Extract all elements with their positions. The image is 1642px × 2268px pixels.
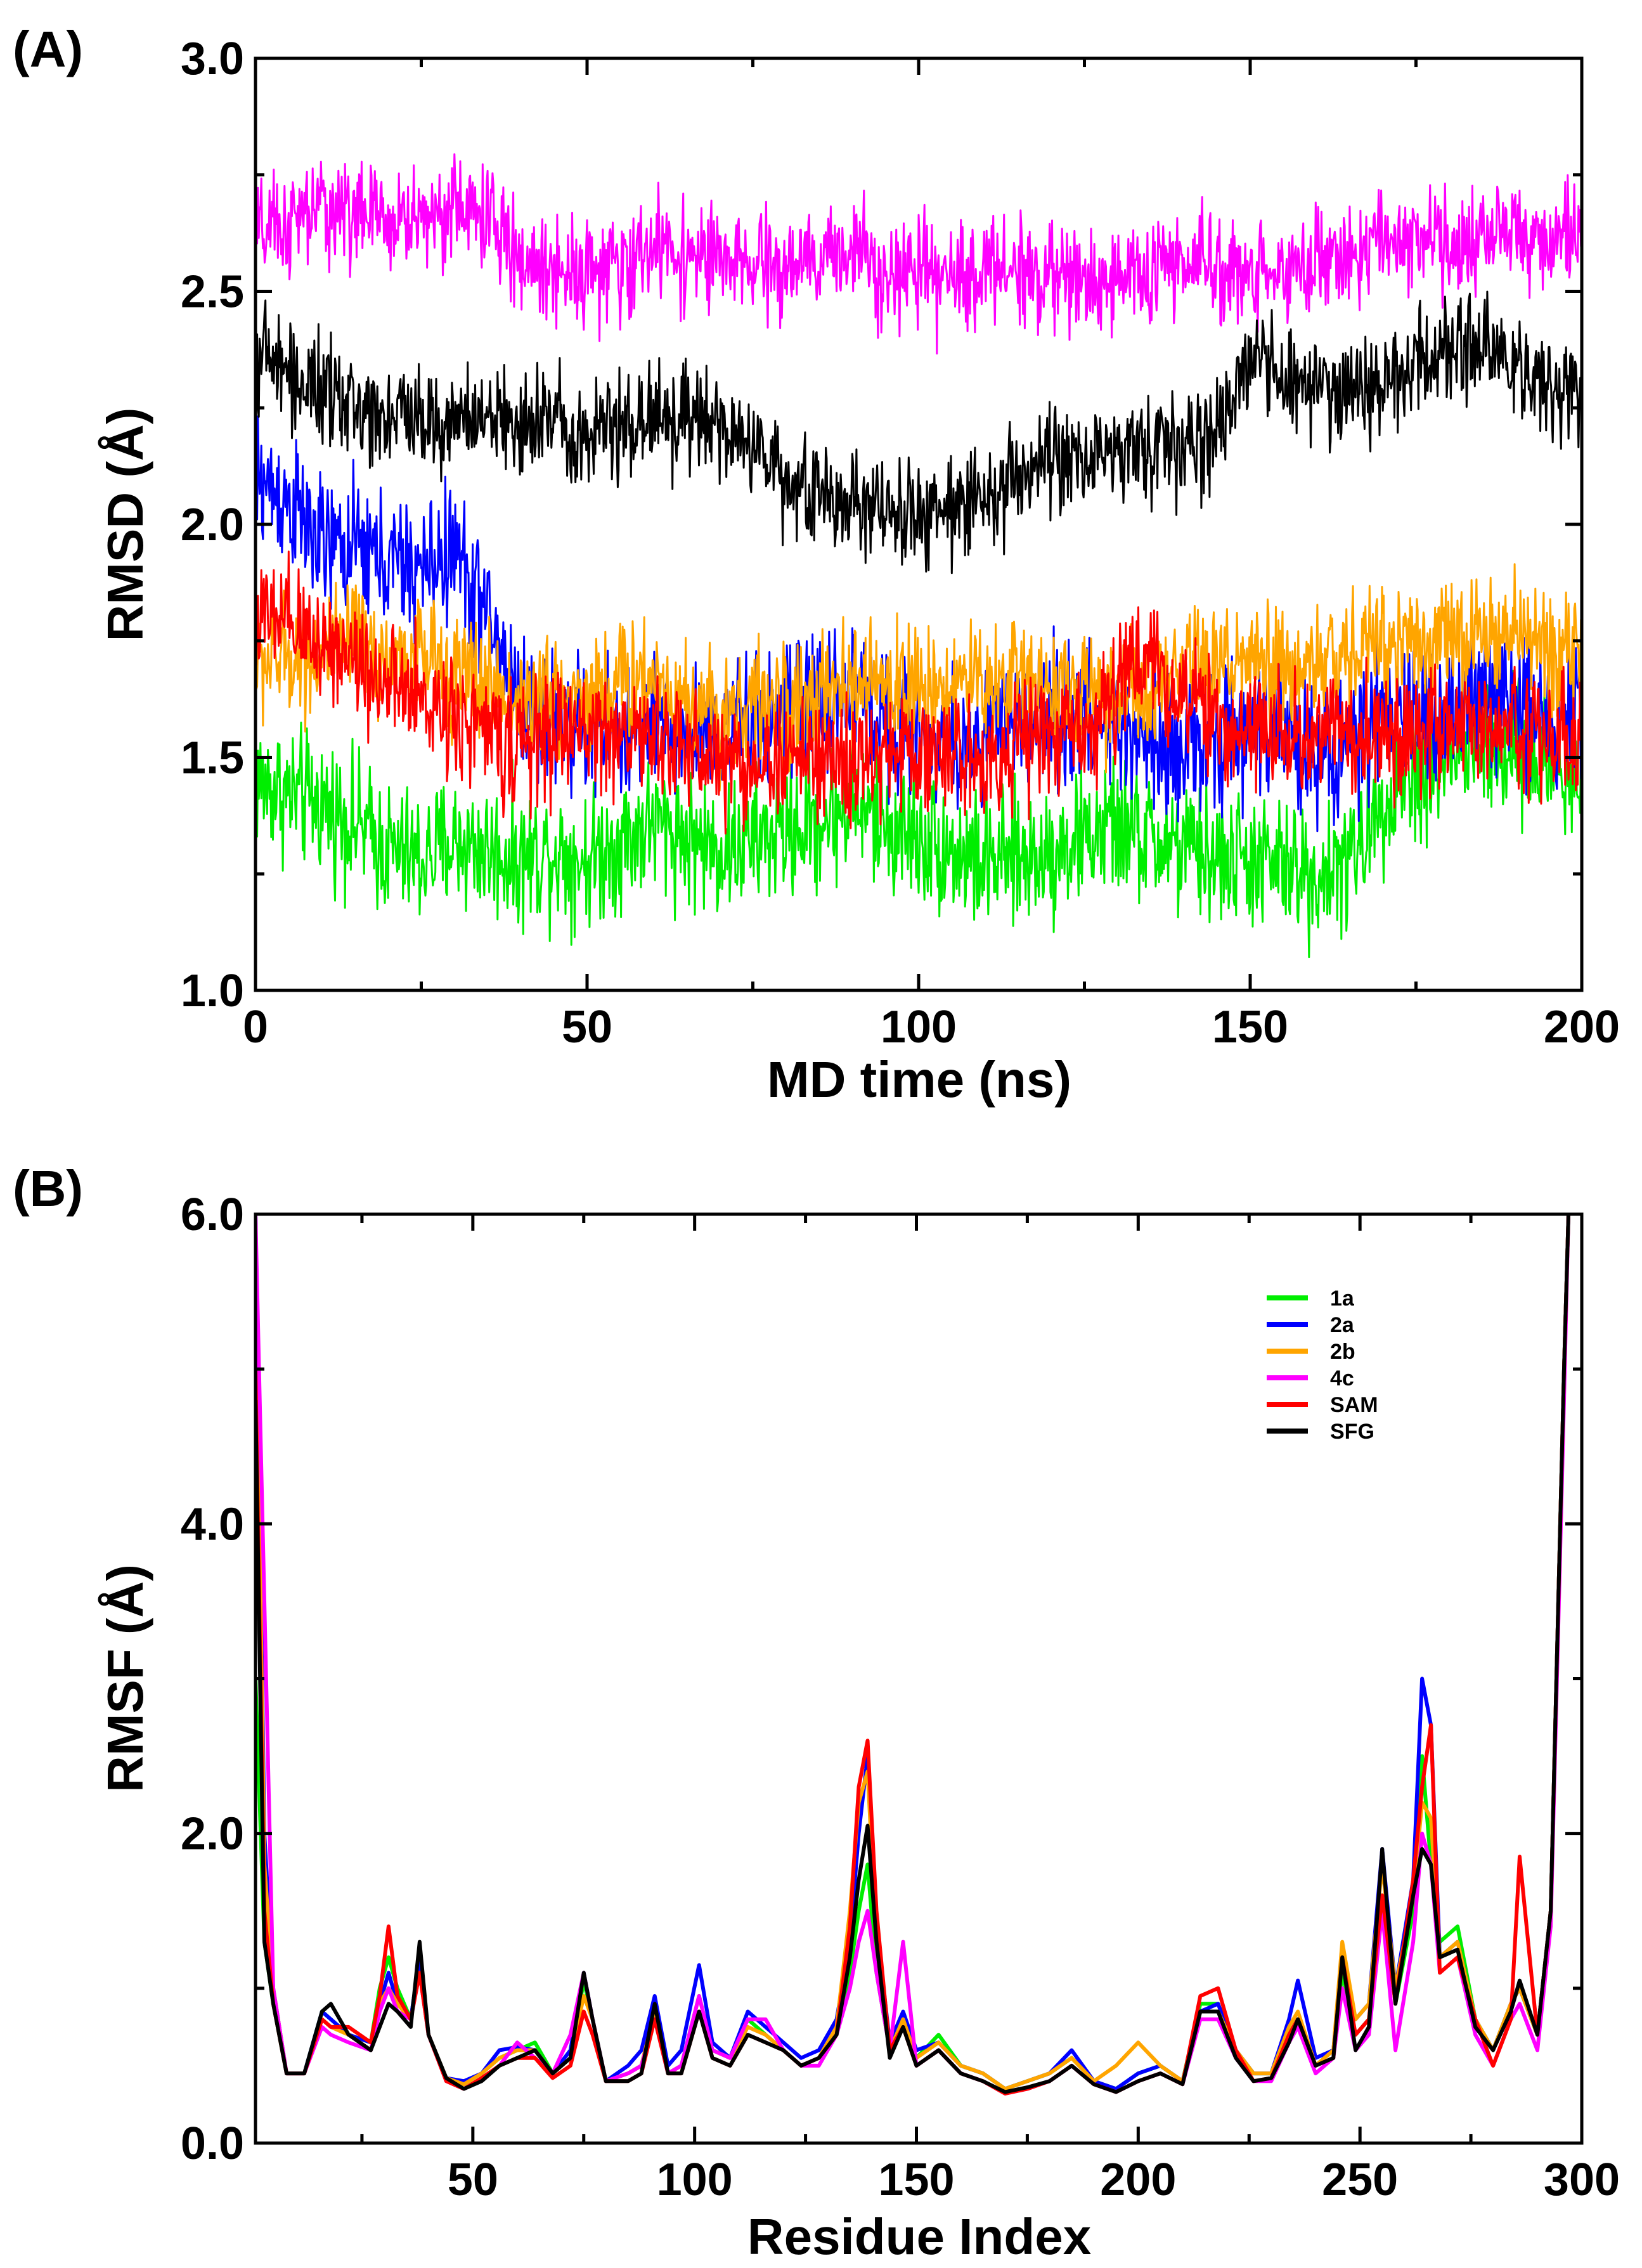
panel-b-x-tick-label: 50 xyxy=(448,2155,498,2205)
panel-a-letter: (A) xyxy=(13,21,83,77)
panel-b-x-tick-label: 250 xyxy=(1322,2155,1398,2205)
panel-b-y-tick-label: 2.0 xyxy=(181,1809,244,1860)
panel-a-x-tick-label: 50 xyxy=(562,1002,612,1053)
panel-b-y-axis-title: RMSF (Å) xyxy=(97,1564,153,1792)
panel-a-series-sam xyxy=(255,550,1582,835)
panel-b-x-tick-label: 300 xyxy=(1544,2155,1620,2205)
panel-b-x-tick-label: 100 xyxy=(657,2155,733,2205)
panel-a-x-axis-title: MD time (ns) xyxy=(767,1051,1071,1108)
panel-a-series-sfg xyxy=(255,290,1582,574)
panel-a-y-tick-label: 1.0 xyxy=(181,966,244,1016)
panel-a-y-tick-label: 2.0 xyxy=(181,500,244,550)
panel-a-y-tick-label: 3.0 xyxy=(181,34,244,84)
panel-b-series-sfg xyxy=(255,1214,1570,2094)
legend-label-2a: 2a xyxy=(1330,1313,1355,1337)
legend-label-sfg: SFG xyxy=(1330,1420,1374,1444)
panel-b-ticks: 50 100 150 200 250 300 0.0 2.0 4.0 6.0 xyxy=(181,1189,1620,2205)
panel-a-ticks: 0 50 100 150 200 1.0 1.5 2.0 2.5 3.0 xyxy=(181,34,1620,1053)
panel-b-x-axis-title: Residue Index xyxy=(747,2208,1091,2265)
legend-label-1a: 1a xyxy=(1330,1286,1355,1311)
panel-a-x-tick-label: 200 xyxy=(1544,1002,1620,1053)
panel-a-series-4c xyxy=(255,153,1582,355)
panel-a-y-axis-title: RMSD (Å) xyxy=(97,408,153,642)
panel-b-y-tick-label: 0.0 xyxy=(181,2118,244,2169)
panel-a-x-tick-label: 150 xyxy=(1212,1002,1288,1053)
legend-label-4c: 4c xyxy=(1330,1366,1354,1390)
panel-b-lines xyxy=(255,1214,1570,2096)
legend-label-sam: SAM xyxy=(1330,1393,1378,1417)
panel-a-y-tick-label: 2.5 xyxy=(181,267,244,318)
panel-b-x-tick-label: 150 xyxy=(878,2155,954,2205)
panel-a-series-1a xyxy=(255,670,1582,959)
panel-a-x-tick-label: 0 xyxy=(243,1002,268,1053)
panel-a-x-tick-label: 100 xyxy=(881,1002,957,1053)
panel-a-series-2b xyxy=(255,563,1582,792)
panel-a: (A) 0 50 100 150 200 1.0 1.5 2.0 2.5 3.0 MD time … xyxy=(13,21,1620,1108)
panel-a-y-tick-label: 1.5 xyxy=(181,733,244,784)
panel-b-frame xyxy=(254,1212,1584,2145)
panel-a-frame xyxy=(254,56,1584,992)
panel-b-y-tick-label: 4.0 xyxy=(181,1499,244,1550)
panel-b-y-tick-label: 6.0 xyxy=(181,1189,244,1240)
panel-b-x-tick-label: 200 xyxy=(1100,2155,1176,2205)
panel-b-letter: (B) xyxy=(13,1160,83,1217)
panel-a-lines xyxy=(255,153,1582,959)
legend-label-2b: 2b xyxy=(1330,1340,1355,1364)
panel-b-series-2b xyxy=(255,1214,1570,2091)
panel-b: (B) 50 100 150 200 250 300 0.0 2.0 4.0 6.0 Residu… xyxy=(13,1160,1620,2265)
